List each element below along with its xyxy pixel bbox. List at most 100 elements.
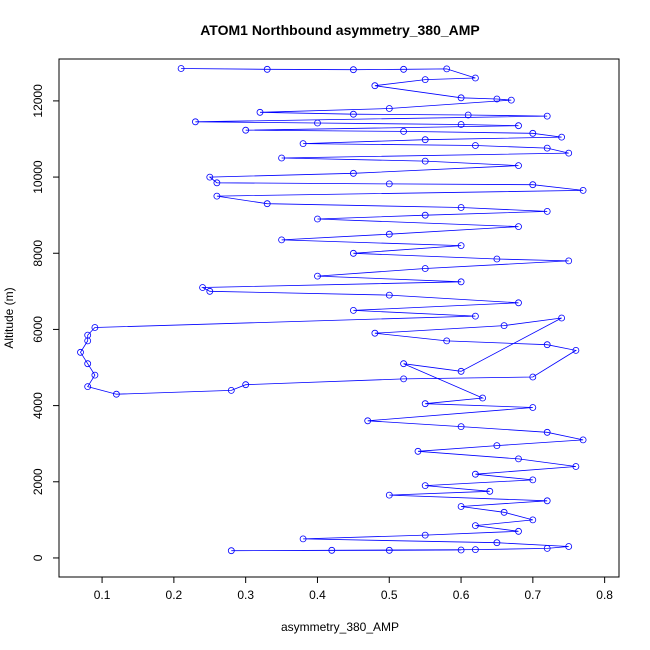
- x-tick-label: 0.7: [525, 588, 542, 602]
- data-point: [400, 127, 408, 135]
- data-point: [457, 242, 465, 250]
- data-point: [579, 186, 587, 194]
- data-point: [227, 386, 235, 394]
- y-tick-label: 4000: [31, 392, 45, 419]
- x-tick-label: 0.3: [237, 588, 254, 602]
- data-point: [177, 65, 185, 72]
- data-point: [486, 487, 494, 495]
- data-point: [457, 503, 465, 510]
- data-point: [500, 508, 508, 516]
- data-point: [421, 482, 429, 490]
- data-point: [278, 154, 286, 162]
- data-point: [479, 394, 487, 402]
- data-point: [400, 65, 408, 73]
- data-point: [443, 65, 451, 73]
- data-point: [199, 284, 207, 291]
- y-tick-label: 12000: [31, 84, 45, 118]
- data-point: [529, 373, 537, 381]
- data-point: [529, 516, 537, 524]
- data-point: [385, 230, 393, 238]
- data-point: [263, 65, 271, 73]
- data-point: [471, 546, 479, 553]
- data-point: [543, 497, 551, 505]
- y-tick-label: 8000: [31, 240, 45, 267]
- data-point: [529, 129, 537, 137]
- series-line: [80, 68, 584, 552]
- data-point: [84, 337, 92, 345]
- data-point: [421, 76, 429, 83]
- plot-area-frame: [58, 58, 620, 578]
- data-point: [515, 162, 522, 170]
- data-point: [543, 144, 551, 152]
- data-point: [227, 547, 235, 555]
- data-point: [471, 142, 479, 149]
- data-point: [400, 360, 408, 368]
- data-point: [457, 367, 465, 375]
- y-tick-label: 0: [31, 554, 45, 561]
- data-point: [493, 539, 501, 547]
- x-tick-label: 0.5: [381, 588, 398, 602]
- data-point: [493, 95, 501, 103]
- data-point: [256, 108, 264, 116]
- data-point: [421, 157, 429, 165]
- x-tick-label: 0.6: [453, 588, 470, 602]
- data-point: [493, 255, 501, 263]
- data-point: [263, 200, 271, 208]
- data-point: [529, 181, 537, 189]
- data-point: [543, 341, 551, 349]
- data-point: [421, 531, 429, 539]
- data-point: [572, 463, 580, 470]
- data-point: [443, 337, 451, 345]
- data-point: [457, 546, 465, 554]
- y-axis-label: Altitude (m): [2, 287, 16, 348]
- data-point: [385, 546, 393, 554]
- data-point: [349, 306, 357, 314]
- data-point: [364, 417, 372, 425]
- data-point: [371, 329, 379, 337]
- data-point: [113, 390, 120, 398]
- x-tick-label: 0.8: [596, 588, 613, 602]
- data-point: [457, 94, 465, 102]
- data-point: [84, 360, 92, 368]
- data-point: [471, 522, 479, 529]
- data-point: [278, 236, 286, 244]
- data-point: [385, 291, 393, 299]
- data-point: [421, 400, 429, 408]
- x-tick-label: 0.2: [166, 588, 183, 602]
- data-point: [77, 348, 84, 356]
- data-point: [84, 383, 92, 391]
- data-point: [543, 545, 551, 552]
- data-point: [242, 126, 250, 134]
- y-tick-label: 6000: [31, 316, 45, 343]
- data-point: [385, 105, 393, 112]
- data-point: [206, 287, 214, 295]
- data-point: [515, 527, 522, 535]
- data-point: [421, 211, 429, 219]
- y-axis: 0 2000 4000 6000 8000 10000 12000: [31, 84, 59, 561]
- data-point: [558, 133, 565, 141]
- y-tick-label: 10000: [31, 160, 45, 194]
- data-point: [349, 66, 357, 74]
- data-point: [91, 371, 99, 379]
- data-point: [471, 312, 479, 320]
- data-point: [328, 546, 336, 554]
- data-point: [500, 322, 508, 330]
- data-point: [213, 179, 221, 187]
- data-point: [558, 314, 565, 322]
- x-tick-label: 0.4: [309, 588, 326, 602]
- data-point: [349, 110, 357, 118]
- data-point: [385, 491, 393, 499]
- data-point: [457, 121, 465, 128]
- data-point: [464, 111, 472, 119]
- data-point: [543, 428, 551, 436]
- data-point: [299, 140, 307, 148]
- data-point: [385, 180, 393, 188]
- data-point: [457, 423, 465, 431]
- data-point: [421, 136, 429, 144]
- x-axis: 0.1 0.2 0.3 0.4 0.5 0.6 0.7 0.8: [94, 577, 613, 602]
- data-point: [242, 381, 250, 389]
- data-point: [471, 74, 479, 82]
- data-point: [400, 375, 408, 383]
- data-point: [213, 192, 221, 200]
